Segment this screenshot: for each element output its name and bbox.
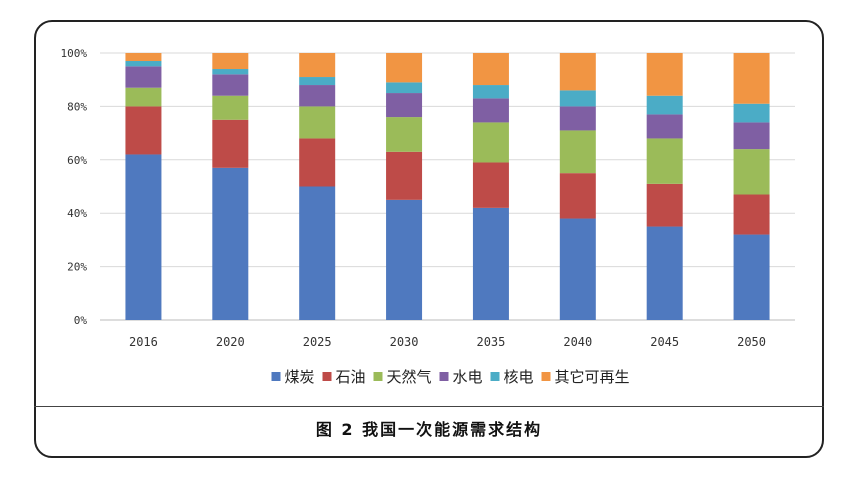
x-tick-label: 2016 xyxy=(129,335,158,349)
legend-label: 天然气 xyxy=(387,368,432,386)
bar-segment xyxy=(212,119,249,168)
bar-segment xyxy=(472,85,509,99)
y-tick-label: 80% xyxy=(67,100,87,113)
bar-segment xyxy=(472,162,509,208)
legend-label: 煤炭 xyxy=(285,368,315,386)
bar-segment xyxy=(125,61,162,67)
y-tick-label: 40% xyxy=(67,207,87,220)
x-tick-label: 2025 xyxy=(303,335,332,349)
bar-segment xyxy=(125,154,162,320)
x-tick-label: 2020 xyxy=(216,335,245,349)
legend-swatch xyxy=(322,372,332,381)
figure-caption: 图 2 我国一次能源需求结构 xyxy=(315,420,543,439)
bar-segment xyxy=(299,106,336,139)
bar-segment xyxy=(386,199,423,320)
y-tick-label: 0% xyxy=(74,314,88,327)
bar-segment xyxy=(212,53,249,70)
legend-label: 石油 xyxy=(336,368,366,386)
bar-segment xyxy=(733,149,770,195)
y-tick-label: 20% xyxy=(67,261,87,274)
bar-segment xyxy=(733,103,770,123)
bar-segment xyxy=(386,93,423,118)
bar-segment xyxy=(125,106,162,155)
y-tick-label: 60% xyxy=(67,154,87,167)
bar-segment xyxy=(559,173,596,219)
bar-segment xyxy=(733,194,770,235)
bar-segment xyxy=(646,95,683,115)
bar-segment xyxy=(299,77,336,86)
bar-segment xyxy=(212,95,249,120)
bar-segment xyxy=(733,122,770,150)
x-tick-label: 2040 xyxy=(563,335,592,349)
bar-segment xyxy=(472,53,509,86)
legend-swatch xyxy=(490,372,500,381)
bar-segment xyxy=(125,66,162,88)
legend-swatch xyxy=(439,372,449,381)
x-tick-label: 2035 xyxy=(476,335,505,349)
x-tick-label: 2045 xyxy=(650,335,679,349)
bar-segment xyxy=(125,87,162,107)
caption-divider xyxy=(34,406,824,407)
bar-segment xyxy=(646,138,683,184)
bar-segment xyxy=(559,130,596,174)
bar-segment xyxy=(646,226,683,320)
legend-label: 水电 xyxy=(453,368,483,386)
bar-segment xyxy=(212,69,249,75)
bar-segment xyxy=(125,53,162,62)
bar-segment xyxy=(646,183,683,227)
bar-segment xyxy=(559,53,596,91)
bar-segment xyxy=(299,138,336,187)
bar-segment xyxy=(212,74,249,96)
figure-frame xyxy=(34,20,824,458)
bar-segment xyxy=(559,106,596,131)
bar-segment xyxy=(299,186,336,320)
x-tick-label: 2050 xyxy=(737,335,766,349)
bar-segment xyxy=(646,53,683,96)
legend-swatch xyxy=(373,372,383,381)
bar-segment xyxy=(386,117,423,152)
bar-segment xyxy=(299,53,336,78)
bar-segment xyxy=(386,151,423,200)
bar-segment xyxy=(733,53,770,104)
bar-segment xyxy=(386,82,423,94)
bar-segment xyxy=(646,114,683,139)
y-tick-label: 100% xyxy=(61,47,88,60)
bar-segment xyxy=(299,85,336,107)
legend-swatch xyxy=(541,372,551,381)
legend-label: 其它可再生 xyxy=(555,368,630,386)
bar-segment xyxy=(212,167,249,320)
legend-label: 核电 xyxy=(504,368,534,386)
bar-segment xyxy=(559,90,596,107)
x-tick-label: 2030 xyxy=(390,335,419,349)
bar-segment xyxy=(559,218,596,320)
legend-swatch xyxy=(271,372,281,381)
bar-segment xyxy=(733,234,770,320)
bar-segment xyxy=(386,53,423,83)
bar-segment xyxy=(472,207,509,320)
bar-segment xyxy=(472,98,509,123)
bar-segment xyxy=(472,122,509,163)
